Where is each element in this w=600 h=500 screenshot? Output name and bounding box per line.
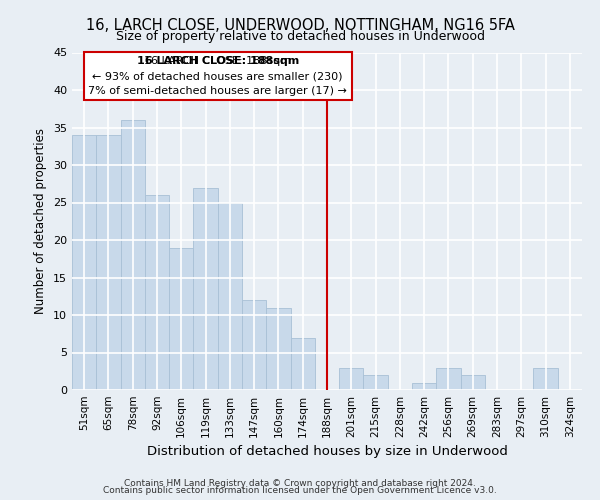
Bar: [72, 135, 96, 390]
Bar: [96, 135, 121, 390]
Text: Contains public sector information licensed under the Open Government Licence v3: Contains public sector information licen…: [103, 486, 497, 495]
Bar: [290, 338, 315, 390]
Bar: [169, 248, 193, 390]
Bar: [266, 308, 290, 390]
Bar: [412, 382, 436, 390]
Bar: [193, 188, 218, 390]
Text: Contains HM Land Registry data © Crown copyright and database right 2024.: Contains HM Land Registry data © Crown c…: [124, 478, 476, 488]
Bar: [436, 368, 461, 390]
Bar: [339, 368, 364, 390]
Text: 16 LARCH CLOSE: 188sqm
← 93% of detached houses are smaller (230)
7% of semi-det: 16 LARCH CLOSE: 188sqm ← 93% of detached…: [88, 56, 347, 96]
Bar: [364, 375, 388, 390]
Bar: [461, 375, 485, 390]
Text: 16 LARCH CLOSE: 188sqm: 16 LARCH CLOSE: 188sqm: [137, 56, 299, 96]
Bar: [533, 368, 558, 390]
Y-axis label: Number of detached properties: Number of detached properties: [34, 128, 47, 314]
Text: 16, LARCH CLOSE, UNDERWOOD, NOTTINGHAM, NG16 5FA: 16, LARCH CLOSE, UNDERWOOD, NOTTINGHAM, …: [86, 18, 514, 32]
Bar: [218, 202, 242, 390]
Bar: [242, 300, 266, 390]
Text: Size of property relative to detached houses in Underwood: Size of property relative to detached ho…: [115, 30, 485, 43]
Bar: [121, 120, 145, 390]
Bar: [145, 195, 169, 390]
X-axis label: Distribution of detached houses by size in Underwood: Distribution of detached houses by size …: [146, 446, 508, 458]
